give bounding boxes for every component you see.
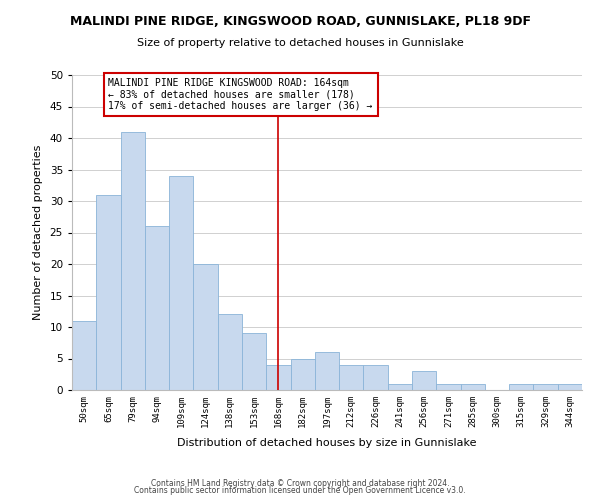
Text: MALINDI PINE RIDGE, KINGSWOOD ROAD, GUNNISLAKE, PL18 9DF: MALINDI PINE RIDGE, KINGSWOOD ROAD, GUNN… [70,15,530,28]
Bar [266,365,290,390]
Bar [169,176,193,390]
Bar [364,365,388,390]
Y-axis label: Number of detached properties: Number of detached properties [33,145,43,320]
Bar [558,384,582,390]
X-axis label: Distribution of detached houses by size in Gunnislake: Distribution of detached houses by size … [177,438,477,448]
Bar [339,365,364,390]
Bar [96,194,121,390]
Bar [388,384,412,390]
Bar [436,384,461,390]
Text: Contains HM Land Registry data © Crown copyright and database right 2024.: Contains HM Land Registry data © Crown c… [151,478,449,488]
Text: Size of property relative to detached houses in Gunnislake: Size of property relative to detached ho… [137,38,463,48]
Bar [218,314,242,390]
Bar [461,384,485,390]
Text: Contains public sector information licensed under the Open Government Licence v3: Contains public sector information licen… [134,486,466,495]
Bar [193,264,218,390]
Bar [145,226,169,390]
Bar [315,352,339,390]
Bar [290,358,315,390]
Bar [121,132,145,390]
Bar [242,334,266,390]
Bar [509,384,533,390]
Bar [412,371,436,390]
Bar [72,320,96,390]
Text: MALINDI PINE RIDGE KINGSWOOD ROAD: 164sqm
← 83% of detached houses are smaller (: MALINDI PINE RIDGE KINGSWOOD ROAD: 164sq… [109,78,373,112]
Bar [533,384,558,390]
